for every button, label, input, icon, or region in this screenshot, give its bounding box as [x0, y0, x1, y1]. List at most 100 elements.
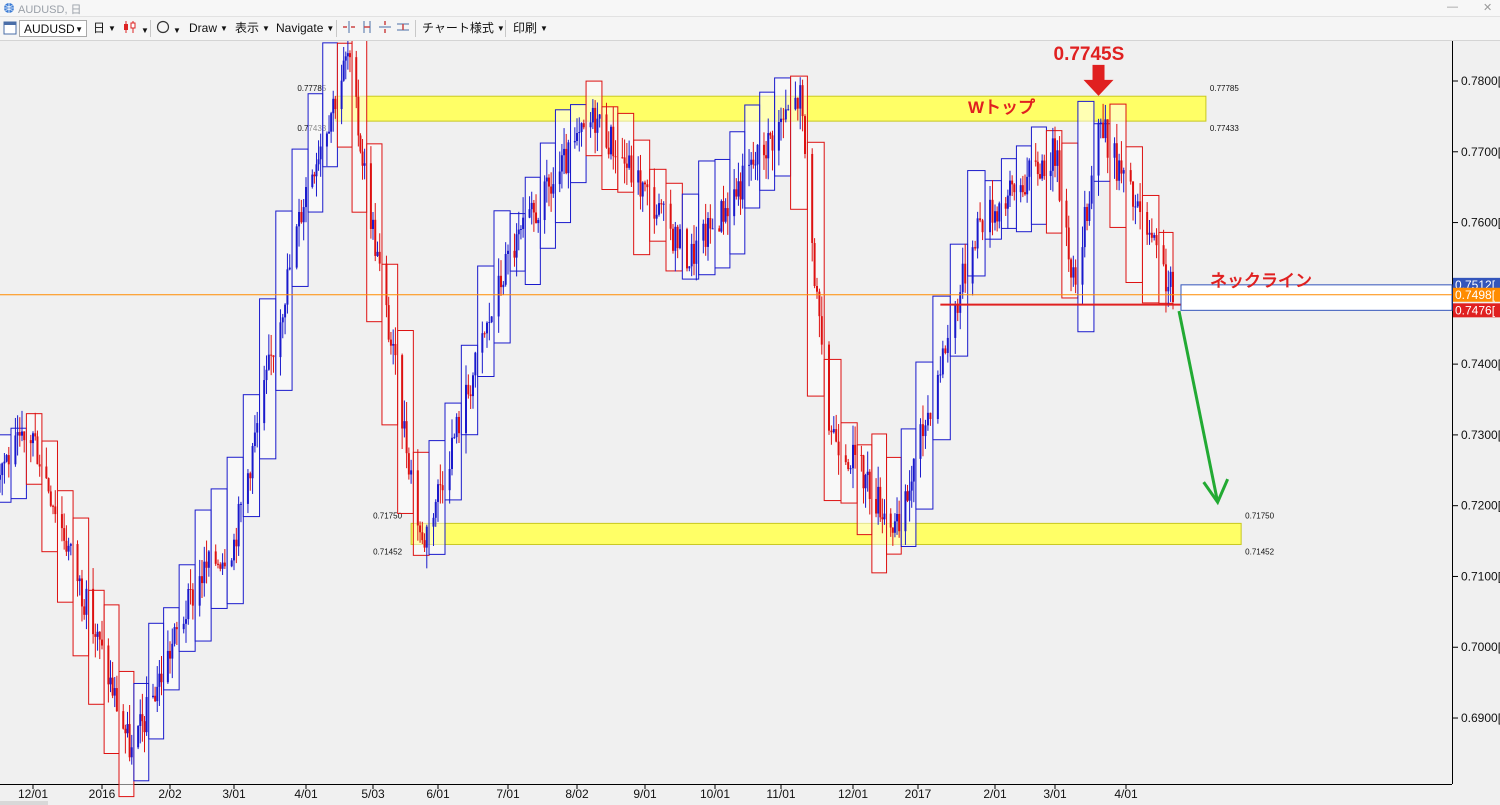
timeframe-button[interactable]: 日 ▼ [93, 20, 116, 37]
candle-body [576, 133, 578, 141]
candle-body [964, 263, 967, 284]
candle-body [1028, 160, 1031, 177]
display-menu[interactable]: 表示 ▼ [235, 20, 270, 37]
candle-body [34, 433, 37, 437]
candle-body [113, 688, 116, 696]
candle-body [1043, 160, 1046, 177]
time-axis-label: 10/01 [700, 787, 730, 801]
chart-type-button[interactable]: ▼ [122, 20, 149, 37]
candle-body [1122, 170, 1125, 174]
candle-body [1056, 150, 1059, 166]
candle-body [532, 202, 535, 213]
candle-body [3, 461, 6, 464]
candle-body [816, 286, 818, 292]
candle-body [535, 212, 538, 224]
candle-body [54, 506, 57, 515]
candle-body [65, 540, 68, 552]
zoom-out-horizontal-button[interactable] [342, 20, 356, 37]
candle-body [0, 475, 1, 480]
symbol-select[interactable]: AUDUSD ▼ [19, 20, 87, 37]
draw-menu[interactable]: Draw ▼ [189, 20, 228, 37]
candle-body [166, 650, 169, 683]
candle-body [29, 440, 32, 444]
candle-body [860, 454, 863, 456]
candle-body [486, 322, 488, 334]
candle-body [756, 144, 759, 165]
candle-body [991, 199, 994, 223]
window-titlebar: AUDUSD, 日 — ✕ [0, 0, 1500, 17]
candle-body [944, 348, 947, 353]
forecast-arrowhead-icon [1202, 478, 1230, 506]
candle-body [191, 589, 194, 606]
candle-body [693, 243, 695, 264]
weekly-range-box [493, 210, 511, 344]
candle-body [122, 711, 125, 729]
zoom-in-vertical-button[interactable] [396, 20, 410, 37]
time-axis-label: 3/01 [222, 787, 246, 801]
zoom-out-vertical-button[interactable] [378, 20, 392, 37]
print-menu[interactable]: 印刷 ▼ [513, 20, 548, 37]
candle-body [868, 471, 871, 499]
candle-body [279, 322, 282, 358]
candle-body [690, 243, 693, 267]
candle-body [939, 374, 942, 376]
candle-body [481, 333, 484, 353]
chart-style-menu[interactable]: チャート様式 ▼ [422, 20, 505, 37]
zoom-in-horizontal-button[interactable] [360, 20, 374, 37]
candle-body [612, 126, 615, 157]
candle-body [994, 211, 996, 223]
chevron-down-icon: ▼ [75, 25, 83, 34]
candle-body [517, 229, 520, 235]
candle-body [467, 384, 470, 395]
candle-body [502, 284, 505, 288]
candle-body [563, 148, 566, 156]
candle-body [152, 695, 154, 698]
shape-tool-button[interactable]: ▼ [156, 20, 181, 37]
candle-body [346, 53, 349, 57]
chevron-down-icon: ▼ [141, 26, 149, 35]
candle-body [272, 355, 275, 358]
candle-body [989, 199, 992, 233]
candle-body [45, 466, 48, 479]
time-axis-label: 4/01 [294, 787, 318, 801]
price-tag [1453, 287, 1500, 302]
time-axis-label: 2017 [905, 787, 932, 801]
candle-body [504, 253, 507, 285]
candle-body [49, 491, 52, 506]
resistance-zone-lower-label-right: 0.77433 [1210, 124, 1239, 133]
weekly-range-box [351, 41, 368, 213]
candle-body [128, 724, 131, 758]
candle-body [325, 133, 328, 147]
candle-body [185, 619, 187, 624]
candle-body [558, 171, 561, 185]
minimize-button[interactable]: — [1447, 1, 1458, 13]
candle-body [1024, 192, 1026, 195]
candle-body [883, 513, 886, 520]
candle-body [465, 384, 467, 434]
candle-body [782, 118, 785, 120]
candle-body [145, 697, 148, 733]
candle-body [419, 525, 422, 533]
candle-body [646, 184, 649, 188]
candle-body [672, 228, 674, 251]
candle-body [111, 677, 114, 696]
candle-body [1134, 206, 1137, 208]
chart-plot-area [0, 41, 1452, 784]
candle-body [472, 375, 474, 397]
candle-body [1, 463, 4, 476]
candle-body [1097, 122, 1100, 176]
candle-body [674, 226, 677, 251]
candle-body [1034, 160, 1037, 162]
price-chart[interactable]: 0.777850.774330.777850.774330.717500.714… [0, 41, 1500, 805]
close-button[interactable]: ✕ [1483, 2, 1493, 14]
candle-body [270, 354, 273, 356]
navigate-menu[interactable]: Navigate ▼ [276, 20, 334, 37]
support-zone [410, 522, 1242, 545]
candle-body [334, 98, 337, 110]
navigate-menu-label: Navigate [276, 21, 324, 35]
candle-body [434, 501, 437, 518]
price-axis-label: 0.7000[0 [1461, 640, 1500, 654]
candle-body [221, 562, 224, 569]
chart-window-icon[interactable] [3, 21, 17, 38]
candle-body [295, 226, 298, 268]
